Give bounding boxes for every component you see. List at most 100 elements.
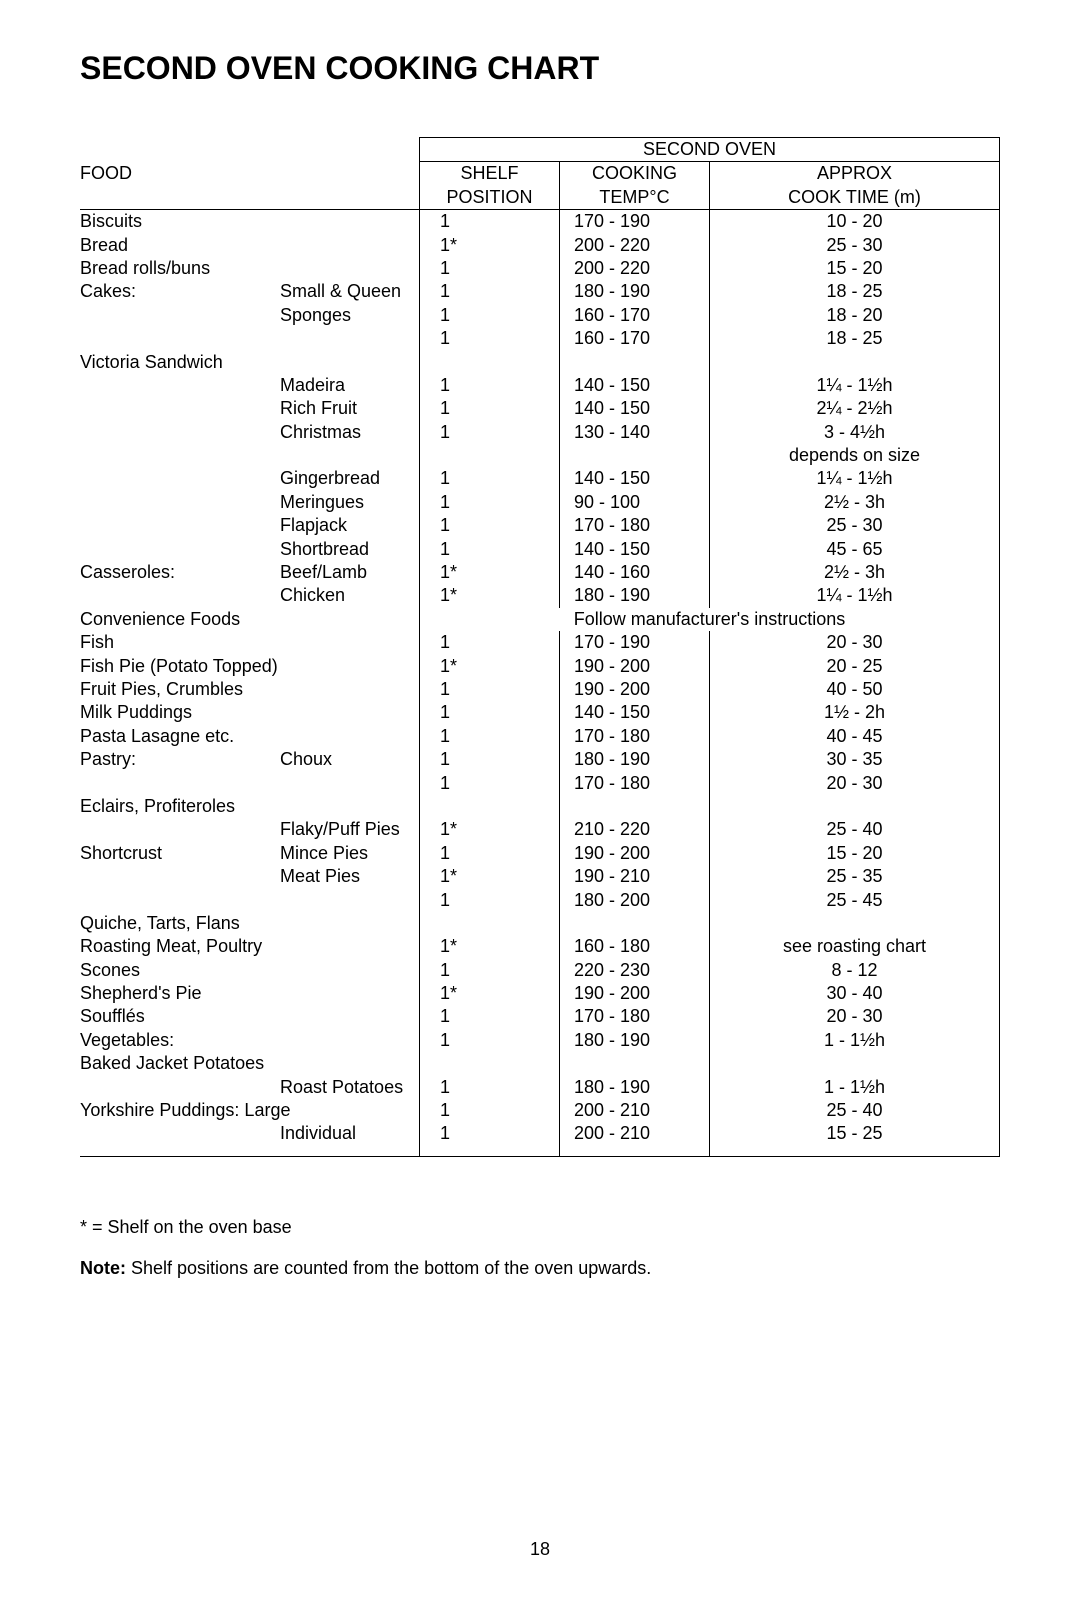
temp-cell: 170 - 190 [560, 210, 710, 234]
table-row: Pasta Lasagne etc.1170 - 18040 - 45 [80, 725, 1000, 748]
shelf-cell: 1 [420, 514, 560, 537]
table-row: Meringues1 90 - 1002½ - 3h [80, 491, 1000, 514]
shelf-cell: 1 [420, 725, 560, 748]
time-cell: 1 - 1½h [710, 1076, 1000, 1099]
time-cell: 2¼ - 2½h [710, 397, 1000, 420]
food-cell: Cakes:Small & Queen [80, 280, 420, 303]
table-row: Yorkshire Puddings: Large1200 - 21025 - … [80, 1099, 1000, 1122]
food-sub: Small & Queen [280, 280, 401, 303]
table-row: Individual1200 - 21015 - 25 [80, 1122, 1000, 1156]
second-oven-header: SECOND OVEN [420, 138, 1000, 162]
temp-cell: 170 - 180 [560, 772, 710, 819]
temp-cell: 140 - 150 [560, 538, 710, 561]
shelf-cell: 1 [420, 467, 560, 490]
food-cell: Bread rolls/buns [80, 257, 420, 280]
food-cell: Bread [80, 234, 420, 257]
time-cell: 40 - 45 [710, 725, 1000, 748]
food-cell: Fish [80, 631, 420, 654]
approx-header-1: APPROX [710, 162, 1000, 186]
food-cell: ShortcrustMince Pies [80, 842, 420, 865]
temp-cell: 140 - 150 [560, 397, 710, 420]
shelf-cell: 1 [420, 210, 560, 234]
shelf-cell: 1* [420, 818, 560, 841]
temp-cell: 190 - 200 [560, 982, 710, 1005]
shelf-cell: 1* [420, 584, 560, 607]
time-cell: 20 - 30 [710, 631, 1000, 654]
time-cell: 1¼ - 1½h [710, 584, 1000, 607]
food-cell: Pastry:Choux [80, 748, 420, 771]
temp-cell: 180 - 190 [560, 584, 710, 607]
table-row: Fruit Pies, Crumbles1190 - 20040 - 50 [80, 678, 1000, 701]
shelf-cell: 1* [420, 982, 560, 1005]
time-cell: 30 - 40 [710, 982, 1000, 1005]
food-sub: Quiche, Tarts, Flans [80, 912, 240, 935]
time-cell: 18 - 25 [710, 280, 1000, 303]
food-sub: Sponges [280, 304, 351, 327]
shelf-cell: 1 [420, 678, 560, 701]
time-cell: see roasting chart [710, 935, 1000, 958]
food-sub: Mince Pies [280, 842, 368, 865]
shelf-cell: 1 [420, 1029, 560, 1076]
table-row: Milk Puddings1140 - 1501½ - 2h [80, 701, 1000, 724]
time-cell: 25 - 30 [710, 234, 1000, 257]
shelf-cell: 1 [420, 959, 560, 982]
shelf-cell: 1 [420, 304, 560, 327]
temp-cell: 210 - 220 [560, 818, 710, 841]
table-row: Sponges1160 - 17018 - 20 [80, 304, 1000, 327]
table-row: Fish Pie (Potato Topped)1*190 - 20020 - … [80, 655, 1000, 678]
food-cell: Shepherd's Pie [80, 982, 420, 1005]
shelf-cell: 1 [420, 631, 560, 654]
table-row: Quiche, Tarts, Flans1180 - 20025 - 45 [80, 889, 1000, 936]
shelf-cell: 1 [420, 257, 560, 280]
food-cell: Quiche, Tarts, Flans [80, 889, 420, 936]
table-row: Eclairs, Profiteroles1170 - 18020 - 30 [80, 772, 1000, 819]
time-cell: 8 - 12 [710, 959, 1000, 982]
table-row: Cakes:Small & Queen1180 - 19018 - 25 [80, 280, 1000, 303]
time-cell: 1¼ - 1½h [710, 374, 1000, 397]
temp-cell: 170 - 180 [560, 514, 710, 537]
temp-cell: 140 - 150 [560, 701, 710, 724]
food-cell: Soufflés [80, 1005, 420, 1028]
page-number: 18 [80, 1539, 1000, 1600]
food-sub: Choux [280, 748, 332, 771]
food-cell: Meat Pies [80, 865, 420, 888]
shelf-cell: 1 [420, 889, 560, 936]
food-cell: Shortbread [80, 538, 420, 561]
temp-cell: 140 - 150 [560, 374, 710, 397]
food-cell: Eclairs, Profiteroles [80, 772, 420, 819]
food-cell: Yorkshire Puddings: Large [80, 1099, 420, 1122]
table-row: Pastry:Choux1180 - 19030 - 35 [80, 748, 1000, 771]
food-cell: Fruit Pies, Crumbles [80, 678, 420, 701]
temp-cell: 190 - 200 [560, 842, 710, 865]
table-row: Fish1170 - 19020 - 30 [80, 631, 1000, 654]
note-rest: Shelf positions are counted from the bot… [126, 1258, 651, 1278]
temp-cell: 160 - 170 [560, 327, 710, 374]
time-cell: 15 - 25 [710, 1122, 1000, 1156]
table-row: Vegetables:Baked Jacket Potatoes1180 - 1… [80, 1029, 1000, 1076]
temp-cell: 140 - 160 [560, 561, 710, 584]
time-cell: 2½ - 3h [710, 491, 1000, 514]
food-main: Cakes: [80, 280, 280, 303]
temp-cell: 190 - 200 [560, 678, 710, 701]
time-cell: 18 - 20 [710, 304, 1000, 327]
temp-cell: 180 - 190 [560, 1076, 710, 1099]
food-sub: Baked Jacket Potatoes [80, 1052, 264, 1075]
food-main: Casseroles: [80, 561, 280, 584]
cooking-chart-table: SECOND OVEN FOOD SHELF COOKING APPROX PO… [80, 137, 1000, 1157]
time-cell: 20 - 30 [710, 772, 1000, 819]
approx-header-2: COOK TIME (m) [710, 186, 1000, 210]
shelf-header-1: SHELF [420, 162, 560, 186]
shelf-cell: 1 [420, 1076, 560, 1099]
table-row: Casseroles:Beef/Lamb1*140 - 1602½ - 3h [80, 561, 1000, 584]
time-cell: 1 - 1½h [710, 1029, 1000, 1076]
temp-cell: 180 - 190 [560, 1029, 710, 1076]
temp-cell: 190 - 210 [560, 865, 710, 888]
time-cell: 20 - 25 [710, 655, 1000, 678]
food-cell: Flaky/Puff Pies [80, 818, 420, 841]
cooking-header-1: COOKING [560, 162, 710, 186]
shelf-header-2: POSITION [420, 186, 560, 210]
time-cell: 25 - 35 [710, 865, 1000, 888]
temp-cell: 200 - 220 [560, 257, 710, 280]
temp-cell: 200 - 220 [560, 234, 710, 257]
food-cell: Madeira [80, 374, 420, 397]
